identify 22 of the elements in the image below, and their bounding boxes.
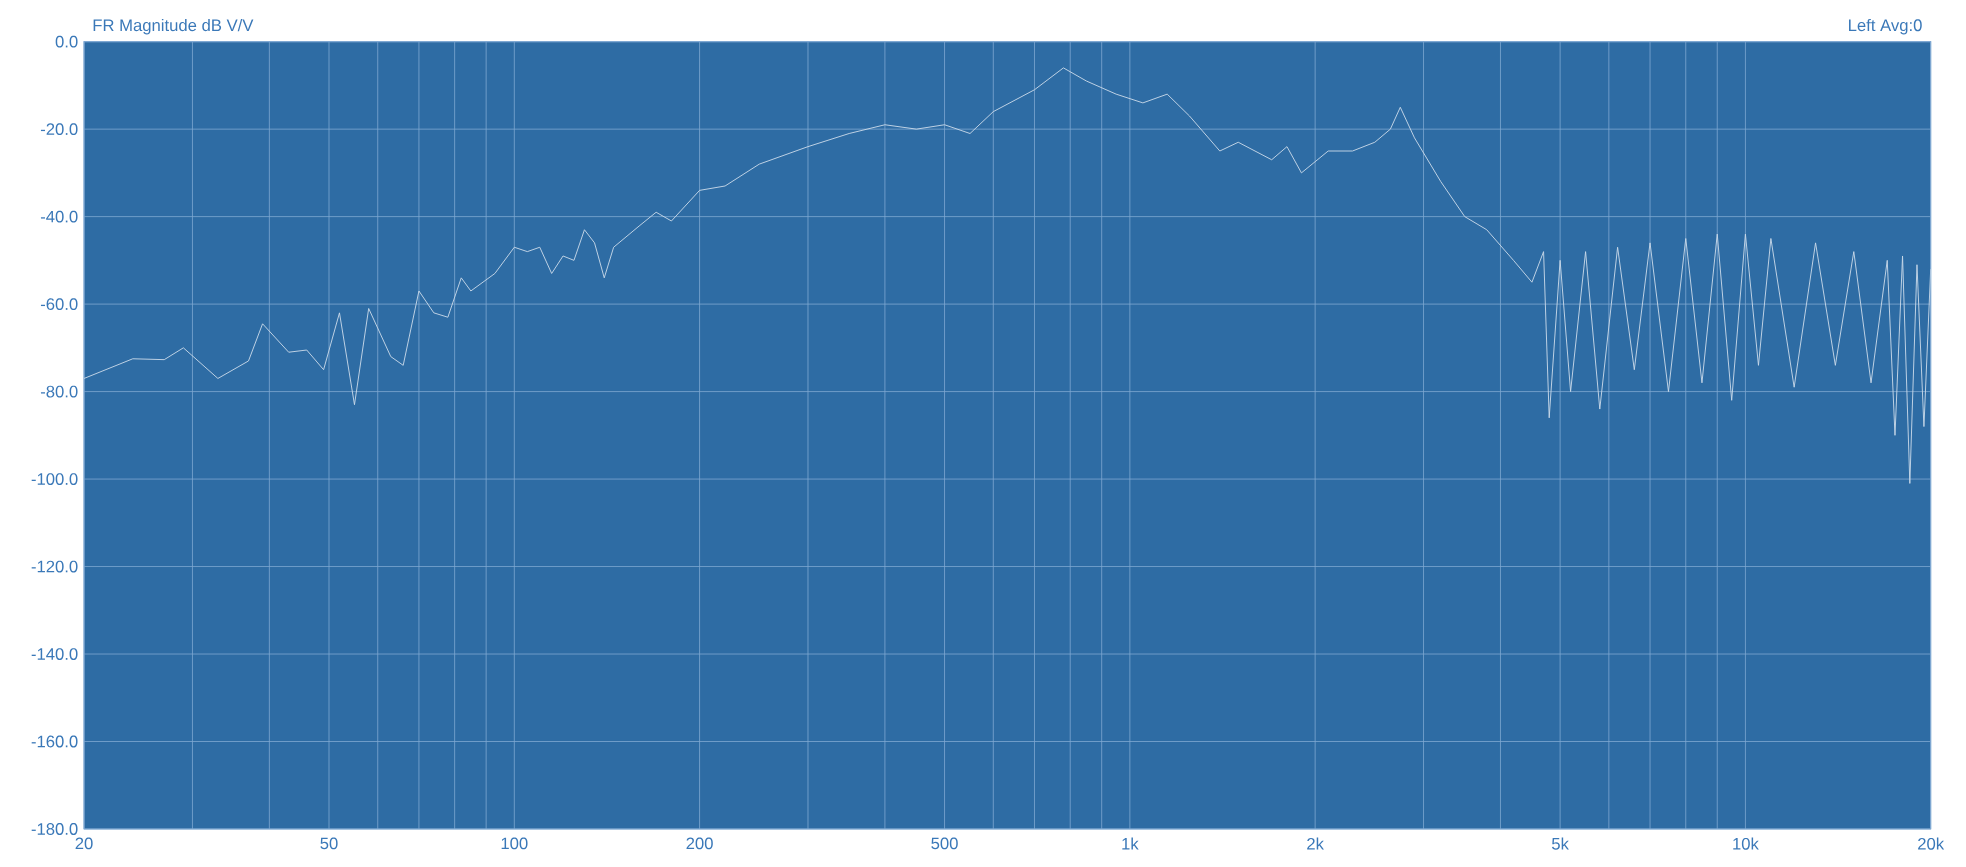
x-tick-label: 200 bbox=[686, 837, 713, 850]
y-tick-label: -40.0 bbox=[40, 210, 78, 223]
x-tick-label: 500 bbox=[931, 837, 958, 850]
x-tick-label: 1k bbox=[1122, 837, 1139, 850]
y-tick-label: -180.0 bbox=[31, 823, 78, 835]
x-tick-label: 20k bbox=[1918, 837, 1945, 850]
y-tick-label: -80.0 bbox=[40, 385, 78, 398]
y-tick-label: -160.0 bbox=[31, 735, 78, 748]
x-tick-label: 10k bbox=[1733, 837, 1759, 850]
y-tick-label: 0.0 bbox=[55, 35, 78, 48]
y-tick-label: -100.0 bbox=[31, 473, 78, 485]
y-tick-label: -60.0 bbox=[40, 298, 78, 310]
x-tick-label: 5k bbox=[1551, 837, 1569, 850]
y-tick-label: -20.0 bbox=[40, 123, 78, 136]
y-tick-label: -140.0 bbox=[31, 648, 78, 660]
x-tick-label: 100 bbox=[501, 837, 528, 850]
x-tick-label: 50 bbox=[320, 837, 338, 850]
chart-title: FR Magnitude dB V/V bbox=[93, 18, 254, 35]
chart-subtitle: Left Avg:0 bbox=[1849, 18, 1922, 35]
y-tick-label: -120.0 bbox=[31, 560, 78, 573]
x-tick-label: 20 bbox=[75, 837, 93, 850]
x-tick-label: 2k bbox=[1307, 837, 1324, 850]
